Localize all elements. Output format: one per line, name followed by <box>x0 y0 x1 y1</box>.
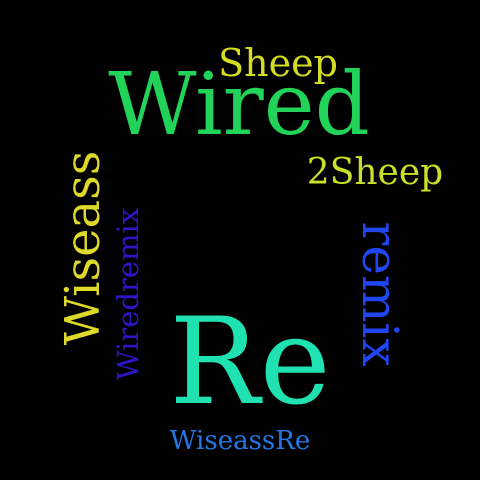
word-wiredremix: Wiredremix <box>110 207 145 381</box>
word-wiseass: Wiseass <box>55 150 111 346</box>
word-2sheep: 2Sheep <box>306 151 444 193</box>
word-wired: Wired <box>108 55 370 155</box>
word-remix: remix <box>351 221 409 367</box>
word-sheep: Sheep <box>218 41 338 85</box>
word-re: Re <box>169 292 331 432</box>
word-wiseassre: WiseassRe <box>169 426 311 456</box>
